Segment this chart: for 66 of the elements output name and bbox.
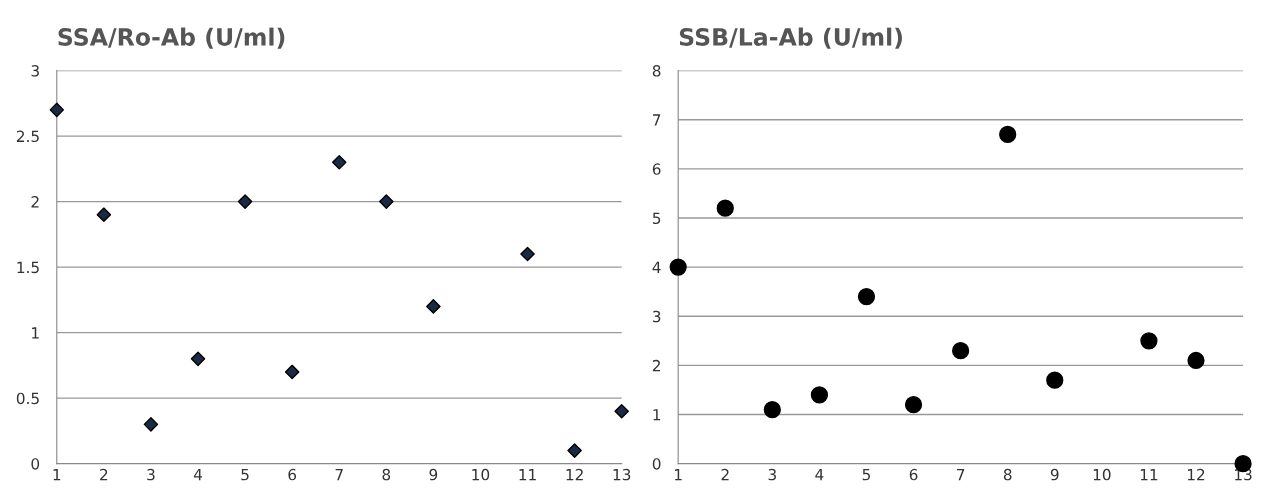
point [952, 342, 970, 360]
y-tick-label: 0 [652, 458, 661, 470]
point [96, 207, 112, 222]
x-tick-label: 8 [382, 468, 391, 481]
point [1046, 371, 1064, 389]
y-tick-label: 2 [31, 196, 39, 208]
point [669, 258, 687, 276]
x-tick-label: 5 [862, 469, 870, 481]
x-tick-label: 9 [1050, 468, 1059, 481]
x-tick-label: 3 [768, 468, 776, 481]
y-tick-label: 1 [653, 409, 661, 421]
y-tick-label: 5 [652, 212, 661, 224]
y-tick-label: 8 [652, 65, 661, 77]
y-tick-label: 1.5 [17, 261, 39, 274]
point [379, 194, 394, 209]
x-tick-label: 6 [288, 468, 297, 481]
x-tick-label: 1 [53, 469, 61, 481]
x-tick-label: 6 [909, 468, 918, 481]
x-tick-label: 10 [1093, 468, 1111, 481]
point [1187, 351, 1205, 370]
y-tick-label: 3 [31, 65, 39, 77]
point [49, 102, 65, 118]
x-tick-label: 1 [674, 469, 682, 481]
x-tick-label: 12 [566, 468, 583, 481]
x-tick-label: 7 [335, 469, 343, 481]
chart-title: SSA/Ro-Ab (U/ml) [58, 27, 285, 49]
x-tick-label: 5 [241, 469, 249, 481]
point [1140, 332, 1158, 350]
x-tick-label: 13 [613, 468, 631, 481]
point [904, 396, 923, 414]
x-tick-label: 3 [147, 468, 155, 481]
y-tick-label: 1 [32, 327, 39, 339]
x-tick-label: 9 [429, 468, 438, 481]
y-tick-label: 7 [653, 114, 661, 126]
y-tick-label: 6 [652, 163, 661, 175]
point [143, 417, 159, 432]
point [190, 351, 206, 367]
point [426, 299, 441, 314]
point [237, 194, 253, 209]
point [331, 155, 347, 170]
point [284, 364, 300, 380]
x-tick-label: 8 [1003, 468, 1012, 481]
point [999, 125, 1017, 144]
x-tick-label: 7 [957, 469, 965, 481]
x-tick-label: 11 [519, 469, 536, 481]
point [810, 386, 829, 404]
x-tick-label: 4 [193, 469, 203, 481]
x-tick-label: 12 [1187, 468, 1205, 481]
point [857, 287, 876, 306]
point [520, 246, 535, 262]
point [716, 199, 734, 217]
point [763, 401, 781, 419]
x-tick-label: 2 [721, 468, 729, 481]
y-tick-label: 3 [652, 310, 661, 323]
point [567, 443, 582, 458]
y-tick-label: 2.5 [16, 130, 39, 143]
chart-title: SSB/La-Ab (U/ml) [679, 27, 902, 49]
x-tick-label: 4 [815, 469, 824, 481]
point [614, 403, 629, 419]
y-tick-label: 2 [652, 359, 660, 372]
x-tick-label: 2 [100, 468, 108, 481]
x-tick-label: 10 [472, 468, 490, 481]
y-tick-label: 0 [31, 458, 40, 470]
y-tick-label: 0.5 [16, 392, 39, 405]
y-tick-label: 4 [652, 261, 661, 273]
x-tick-label: 11 [1140, 469, 1158, 481]
